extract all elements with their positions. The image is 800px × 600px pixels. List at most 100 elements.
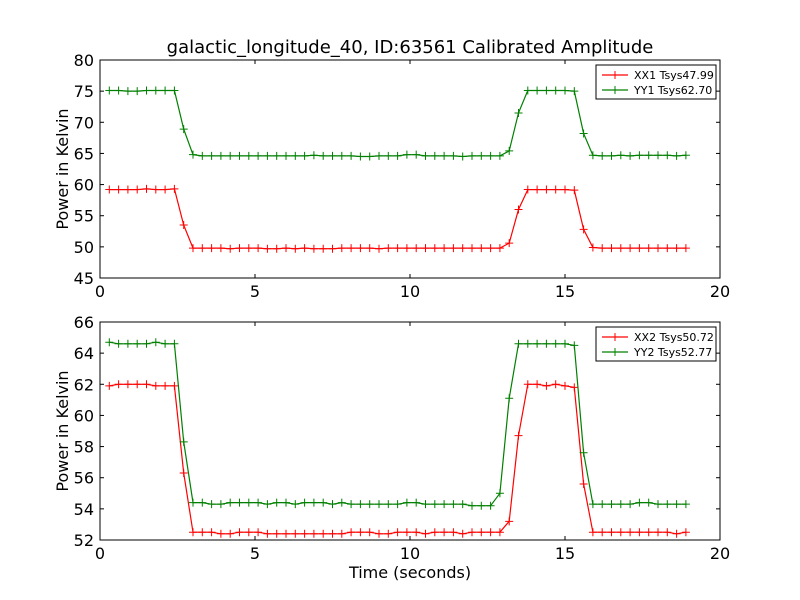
data-point: [161, 339, 170, 348]
data-point: [654, 151, 662, 160]
x-tick-label: 10: [400, 544, 420, 563]
data-point: [347, 528, 356, 537]
data-point: [551, 86, 560, 95]
data-point: [170, 381, 179, 390]
x-axis-label: Time (seconds): [348, 563, 471, 582]
legend-marker: [611, 333, 619, 341]
data-point: [486, 244, 495, 253]
data-point: [468, 528, 476, 537]
data-point: [263, 500, 272, 509]
x-tick-label: 10: [400, 282, 420, 301]
data-point: [216, 151, 225, 160]
data-point: [198, 498, 207, 507]
data-point: [263, 529, 272, 538]
data-point: [663, 151, 672, 160]
data-point: [133, 87, 142, 96]
y-tick-label: 62: [74, 375, 94, 394]
x-tick-label: 0: [95, 282, 105, 301]
data-point: [235, 528, 244, 537]
data-point: [282, 529, 290, 538]
data-point: [356, 152, 365, 161]
data-point: [542, 185, 551, 194]
data-point: [542, 86, 551, 95]
data-point: [309, 529, 318, 538]
data-point: [189, 244, 197, 253]
data-point: [309, 244, 318, 253]
data-point: [598, 151, 607, 160]
data-point: [254, 151, 263, 160]
data-point: [449, 528, 458, 537]
data-point: [421, 500, 430, 509]
data-point: [561, 86, 569, 95]
data-point: [486, 151, 495, 160]
data-point: [579, 448, 588, 457]
data-point: [393, 151, 402, 160]
data-point: [365, 152, 374, 161]
data-point: [216, 529, 225, 538]
data-point: [123, 185, 132, 194]
data-point: [133, 339, 142, 348]
data-point: [458, 244, 467, 253]
data-point: [198, 151, 207, 160]
data-point: [216, 244, 225, 253]
data-point: [198, 528, 207, 537]
data-point: [523, 185, 532, 194]
data-point: [654, 528, 662, 537]
y-tick-label: 58: [74, 438, 94, 457]
data-point: [254, 528, 263, 537]
data-point: [505, 146, 514, 155]
data-point: [272, 151, 281, 160]
data-point: [114, 380, 123, 389]
data-point: [402, 150, 411, 159]
legend-label: YY2 Tsys52.77: [633, 346, 712, 359]
data-point: [412, 150, 421, 159]
legend: XX2 Tsys50.72 YY2 Tsys52.77: [595, 326, 717, 362]
data-point: [393, 500, 402, 509]
data-point: [514, 205, 523, 214]
data-point: [170, 184, 179, 193]
data-point: [495, 489, 504, 498]
data-point: [244, 244, 253, 253]
y-tick-label: 75: [74, 82, 94, 101]
data-point: [505, 517, 514, 526]
data-point: [291, 529, 300, 538]
x-tick-label: 20: [710, 282, 730, 301]
data-point: [337, 244, 346, 253]
y-tick-label: 60: [74, 406, 94, 425]
data-point: [114, 185, 123, 194]
data-point: [189, 498, 197, 507]
data-point: [551, 185, 560, 194]
data-point: [635, 244, 644, 253]
y-tick-label: 52: [74, 531, 94, 550]
data-point: [598, 244, 607, 253]
data-point: [626, 500, 635, 509]
data-point: [133, 380, 142, 389]
data-point: [579, 479, 588, 488]
data-point: [681, 151, 690, 160]
data-point: [198, 244, 207, 253]
data-point: [272, 498, 281, 507]
legend-marker: [611, 348, 619, 356]
data-point: [337, 151, 346, 160]
data-point: [114, 86, 123, 95]
data-point: [421, 529, 430, 538]
data-point: [179, 221, 188, 230]
data-point: [207, 244, 216, 253]
data-point: [282, 151, 290, 160]
data-point: [291, 500, 300, 509]
data-point: [216, 500, 225, 509]
data-point: [533, 339, 542, 348]
data-point: [663, 244, 672, 253]
data-point: [626, 151, 635, 160]
data-point: [477, 501, 486, 510]
data-point: [635, 151, 644, 160]
y-tick-label: 45: [74, 269, 94, 288]
data-point: [375, 151, 383, 160]
data-point: [458, 500, 467, 509]
data-point: [570, 383, 579, 392]
data-point: [616, 528, 625, 537]
data-point: [468, 244, 476, 253]
x-tick-label: 15: [555, 544, 575, 563]
legend-marker: [611, 86, 619, 94]
